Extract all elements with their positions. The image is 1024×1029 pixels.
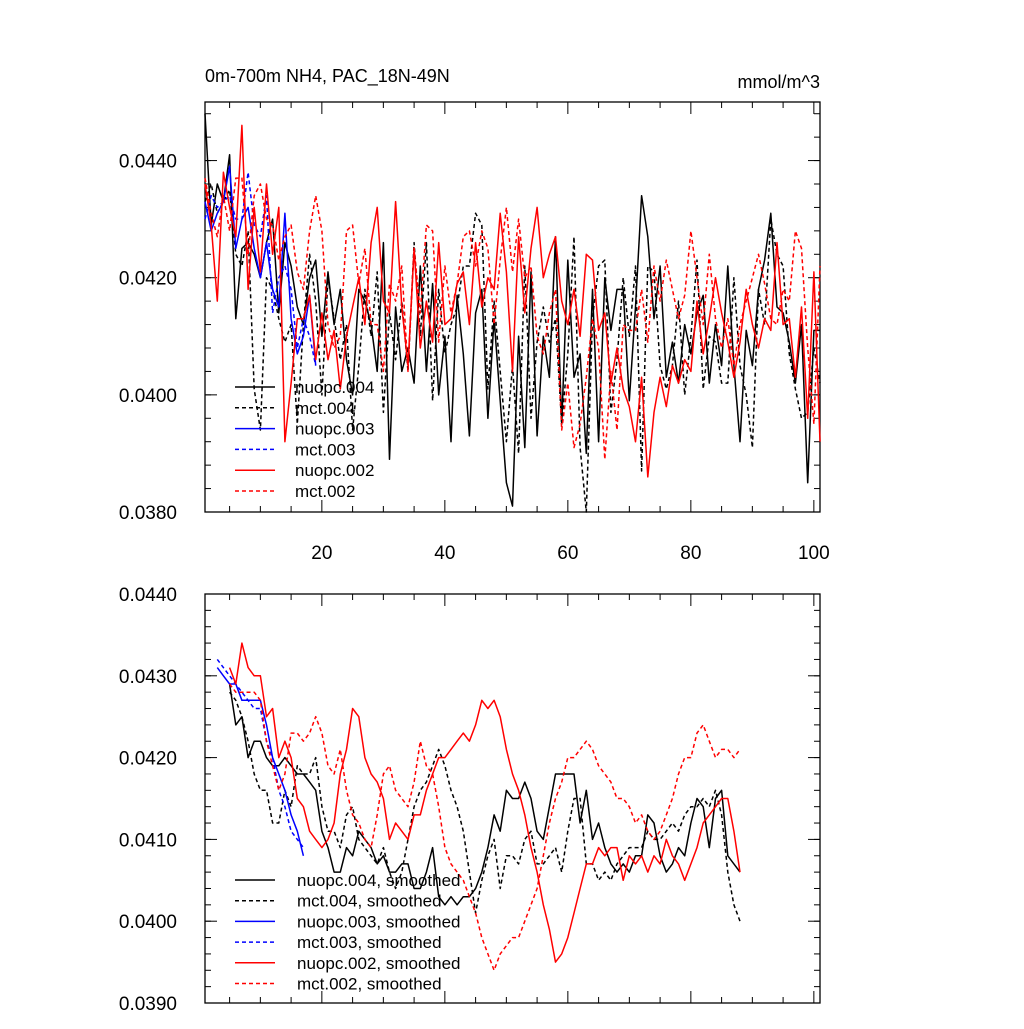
legend-label: nuopc.003, smoothed (297, 912, 461, 931)
y-tick-label: 0.0380 (119, 503, 177, 524)
chart-title: 0m-700m NH4, PAC_18N-49N (205, 66, 450, 87)
legend-label: nuopc.003 (295, 420, 374, 439)
y-tick-label: 0.0420 (119, 269, 177, 290)
legend-label: mct.002 (295, 482, 355, 501)
legend-label: mct.003 (295, 440, 355, 459)
legend-label: mct.004, smoothed (297, 892, 442, 911)
series-line-mct-002-smoothed (229, 683, 741, 972)
legend-label: mct.002, smoothed (297, 975, 442, 994)
legend-label: nuopc.002 (295, 461, 374, 480)
x-tick-label: 60 (557, 543, 578, 564)
series-line-nuopc-002-smoothed (228, 642, 741, 963)
y-tick-label: 0.0440 (119, 585, 177, 606)
plot-frame (204, 101, 821, 513)
series-line-mct-003-smoothed (216, 658, 305, 849)
legend-label: mct.004 (295, 399, 355, 418)
plot-frame (204, 593, 821, 1004)
series-line-mct-002 (204, 177, 821, 461)
legend-label: nuopc.004 (295, 378, 374, 397)
y-tick-label: 0.0400 (119, 912, 177, 933)
y-tick-label: 0.0400 (119, 386, 177, 407)
y-tick-label: 0.0440 (119, 152, 177, 173)
x-tick-label: 80 (680, 543, 701, 564)
series-line-mct-003 (204, 171, 317, 366)
x-tick-label: 20 (311, 543, 332, 564)
series-line-nuopc-002 (204, 124, 821, 478)
y-tick-label: 0.0420 (119, 749, 177, 770)
series-line-nuopc-004-smoothed (228, 683, 741, 906)
y-tick-label: 0.0410 (119, 830, 177, 851)
series-line-mct-004-smoothed (229, 691, 741, 922)
y-tick-label: 0.0390 (119, 994, 177, 1015)
series-line-nuopc-004 (204, 113, 820, 507)
legend-label: nuopc.004, smoothed (297, 871, 461, 890)
bottom-panel: 0.0390 0.0400 0.0410 0.0420 0.0430 0.0440 nuop… (119, 585, 821, 1015)
units-label: mmol/m^3 (738, 72, 820, 92)
y-tick-label: 0.0430 (119, 667, 177, 688)
legend-label: mct.003, smoothed (297, 933, 442, 952)
legend-label: nuopc.002, smoothed (297, 954, 461, 973)
x-tick-label: 40 (434, 543, 455, 564)
x-tick-label: 100 (798, 543, 830, 564)
top-panel: 0m-700m NH4, PAC_18N-49N mmol/m^3 0.0380… (119, 66, 830, 564)
